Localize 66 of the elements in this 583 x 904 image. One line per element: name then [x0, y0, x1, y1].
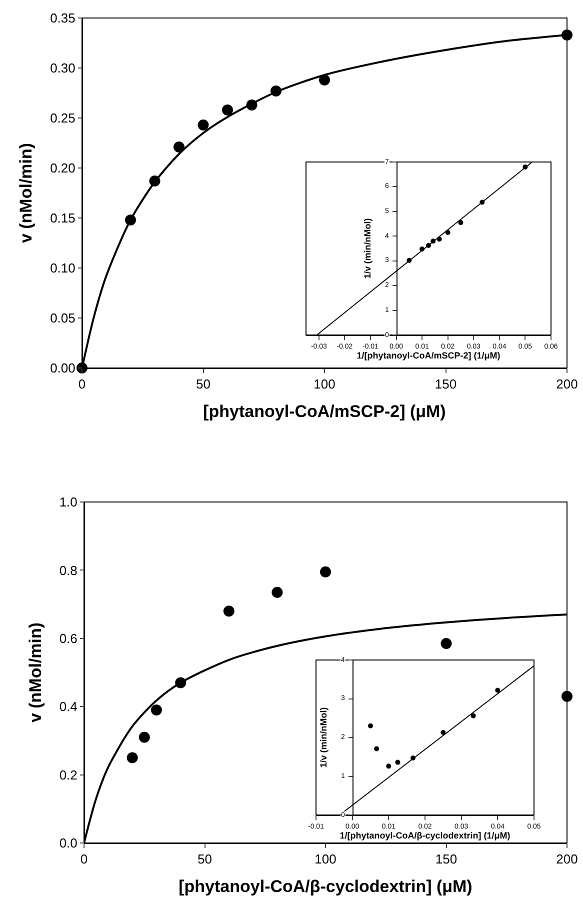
y-tick-label: 0.00 [50, 360, 76, 376]
y-tick-label: 0.8 [59, 562, 78, 578]
x-tick-label: 200 [556, 852, 578, 867]
point [150, 704, 162, 716]
point [522, 164, 528, 170]
point [174, 142, 184, 152]
point [440, 730, 446, 735]
point [223, 606, 234, 617]
point [374, 746, 380, 752]
x-tick-label: 200 [556, 376, 578, 392]
point [126, 752, 138, 764]
point [562, 690, 572, 702]
point [426, 243, 431, 248]
point [222, 104, 233, 116]
x-tick-label: 50 [196, 376, 210, 392]
point [406, 258, 412, 263]
point [149, 176, 160, 186]
y-tick-label: 0.2 [59, 767, 78, 782]
x-tick-label: 100 [314, 852, 336, 867]
point [175, 677, 186, 688]
point [272, 586, 283, 598]
x-axis-title: [phytanoyl-CoA/β-cyclodextrin] (μM) [178, 877, 472, 896]
y-tick-label: 0.10 [50, 260, 76, 276]
y-tick-label: 0.0 [59, 836, 78, 851]
x-axis-title: 1/[phytanoyl-CoA/mSCP-2] (1/μM) [356, 350, 500, 360]
x-tick-label: 150 [434, 376, 457, 392]
y-tick-label: 0.15 [50, 210, 76, 226]
point [386, 764, 392, 769]
y-tick-label: 0.20 [50, 160, 76, 176]
point [495, 688, 500, 693]
y-tick-label: 0.4 [59, 699, 78, 714]
y-tick-label: 0.25 [50, 110, 76, 126]
y-axis-title: 1/v (min/nMol) [318, 707, 329, 768]
y-tick-label: 0.05 [50, 310, 76, 326]
x-axis-title: [phytanoyl-CoA/mSCP-2] (μM) [203, 402, 446, 421]
point [125, 214, 136, 226]
point [458, 220, 464, 226]
point [198, 120, 209, 130]
point [246, 100, 258, 110]
x-tick-label: 50 [198, 852, 212, 867]
y-tick-label: 0.6 [59, 630, 78, 646]
point [138, 732, 150, 743]
point [270, 86, 282, 96]
point [395, 760, 400, 765]
point [436, 236, 442, 242]
point [319, 74, 330, 86]
point [368, 723, 373, 728]
point [480, 200, 485, 205]
y-axis-title: v (nMol/min) [16, 142, 36, 244]
y-tick-label: 0.35 [50, 10, 76, 26]
point [320, 566, 331, 578]
point [430, 238, 436, 244]
x-tick-label: 100 [314, 376, 336, 392]
point [470, 713, 476, 718]
point [420, 246, 425, 252]
y-tick-label: 0.30 [50, 60, 76, 76]
point [440, 638, 452, 650]
y-axis-title: v (nMol/min) [26, 622, 45, 723]
point [445, 230, 450, 235]
y-axis-title: 1/v (min/nMol) [362, 218, 373, 279]
x-axis-title: 1/[phytanoyl-CoA/β-cyclodextrin] (1/μM) [340, 830, 510, 840]
x-tick-label: 150 [435, 852, 458, 867]
y-tick-label: 1.0 [59, 494, 78, 510]
x-tick-label: 0 [80, 852, 88, 867]
point [410, 756, 416, 761]
point [562, 30, 572, 40]
